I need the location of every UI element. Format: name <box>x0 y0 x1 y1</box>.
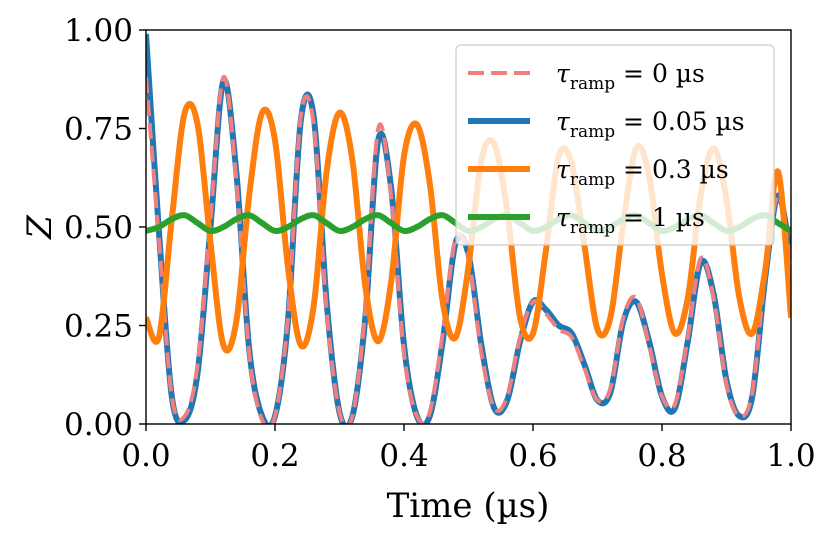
legend-box <box>455 44 775 246</box>
x-tick-label: 0.8 <box>637 438 686 474</box>
legend: τramp = 0 µs τramp = 0.05 µs τramp = 0.3 µ… <box>455 44 775 246</box>
legend-label-2: τramp = 0.3 µs <box>556 155 729 190</box>
x-tick-label: 0.2 <box>250 438 299 474</box>
y-tick-label: 0.50 <box>64 210 133 246</box>
x-tick-label: 1.0 <box>766 438 815 474</box>
x-tick-label: 0.6 <box>508 438 557 474</box>
y-axis: 0.00 0.25 0.50 0.75 1.00 <box>64 13 146 443</box>
y-tick-label: 0.00 <box>64 407 133 443</box>
series-line-0 <box>146 75 791 424</box>
x-tick-label: 0.4 <box>379 438 428 474</box>
x-axis: 0.0 0.2 0.4 0.6 0.8 1.0 <box>121 424 816 474</box>
legend-label-0: τramp = 0 µs <box>556 59 705 94</box>
y-tick-label: 0.25 <box>64 309 133 345</box>
legend-label-1: τramp = 0.05 µs <box>556 107 745 142</box>
legend-label-3: τramp = 1 µs <box>556 203 705 238</box>
x-tick-label: 0.0 <box>121 438 170 474</box>
x-axis-label: Time (µs) <box>387 486 550 526</box>
series-line-2 <box>146 100 791 354</box>
y-axis-label: Z <box>20 214 60 240</box>
y-tick-label: 1.00 <box>64 13 133 49</box>
y-tick-label: 0.75 <box>64 112 133 148</box>
